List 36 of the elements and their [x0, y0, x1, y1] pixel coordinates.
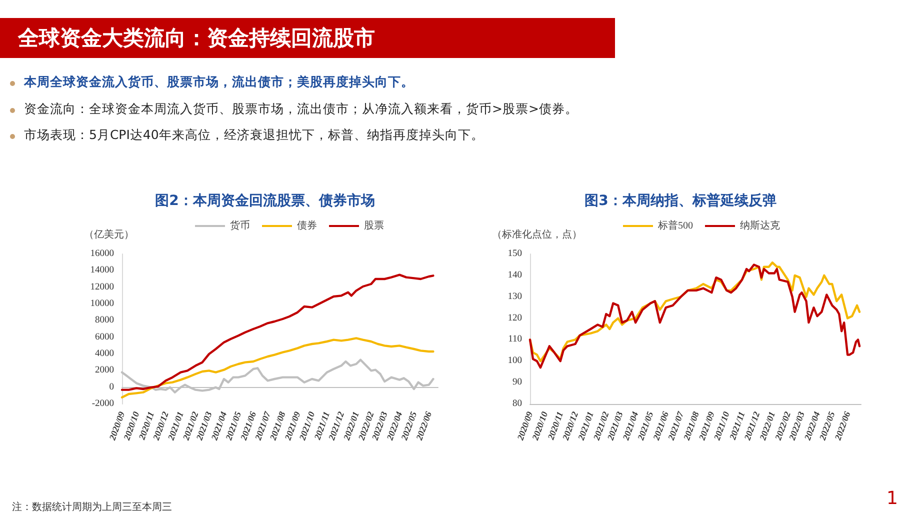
y-tick-label: 80	[512, 399, 522, 409]
text: 1	[886, 488, 898, 509]
y-tick-label: -2000	[92, 399, 114, 409]
text: 本周全球资金流入货币、股票市场，流出债市；美股再度掉头向下。	[24, 74, 414, 91]
y-tick-label: 16000	[90, 249, 114, 259]
legend-label: 货币	[230, 220, 250, 232]
y-tick-label: 120	[508, 313, 522, 324]
legend-label: 纳斯达克	[740, 220, 780, 232]
y-tick-label: 100	[508, 356, 522, 366]
chart-title: 图2：本周资金回流股票、债券市场	[154, 192, 376, 210]
y-tick-label: 0	[109, 382, 114, 392]
legend-label: 股票	[364, 220, 384, 232]
legend-label: 标普500	[657, 220, 693, 232]
y-tick-label: 90	[512, 378, 522, 388]
line-series	[120, 358, 434, 394]
chart-title: 图3：本周纳指、标普延续反弹	[584, 192, 778, 210]
text: 资金流向：全球资金本周流入货币、股票市场，流出债市；从净流入额来看，货币>股票>债券。	[24, 101, 578, 118]
text: 注：数据统计周期为上周三至本周三	[12, 500, 172, 514]
y-axis-title: （标准化点位，点）	[492, 228, 582, 240]
y-tick-label: 150	[508, 249, 522, 259]
y-tick-label: 2000	[95, 366, 114, 376]
line-series	[120, 274, 434, 391]
text: 全球资金大类流向：资金持续回流股市	[0, 18, 615, 58]
y-tick-label: 14000	[90, 266, 114, 276]
y-tick-label: 8000	[95, 316, 114, 326]
y-tick-label: 130	[508, 292, 522, 302]
legend-label: 债券	[297, 220, 317, 232]
y-tick-label: 10000	[90, 299, 114, 309]
y-axis-title: （亿美元）	[84, 228, 134, 240]
y-tick-label: 12000	[90, 282, 114, 292]
y-tick-label: 140	[508, 270, 522, 280]
text: 市场表现：5月CPI达40年来高位，经济衰退担忧下，标普、纳指再度掉头向下。	[24, 127, 484, 144]
y-tick-label: 6000	[95, 332, 114, 342]
y-tick-label: 4000	[95, 349, 114, 359]
line-series	[120, 337, 434, 398]
y-tick-label: 110	[508, 334, 522, 345]
